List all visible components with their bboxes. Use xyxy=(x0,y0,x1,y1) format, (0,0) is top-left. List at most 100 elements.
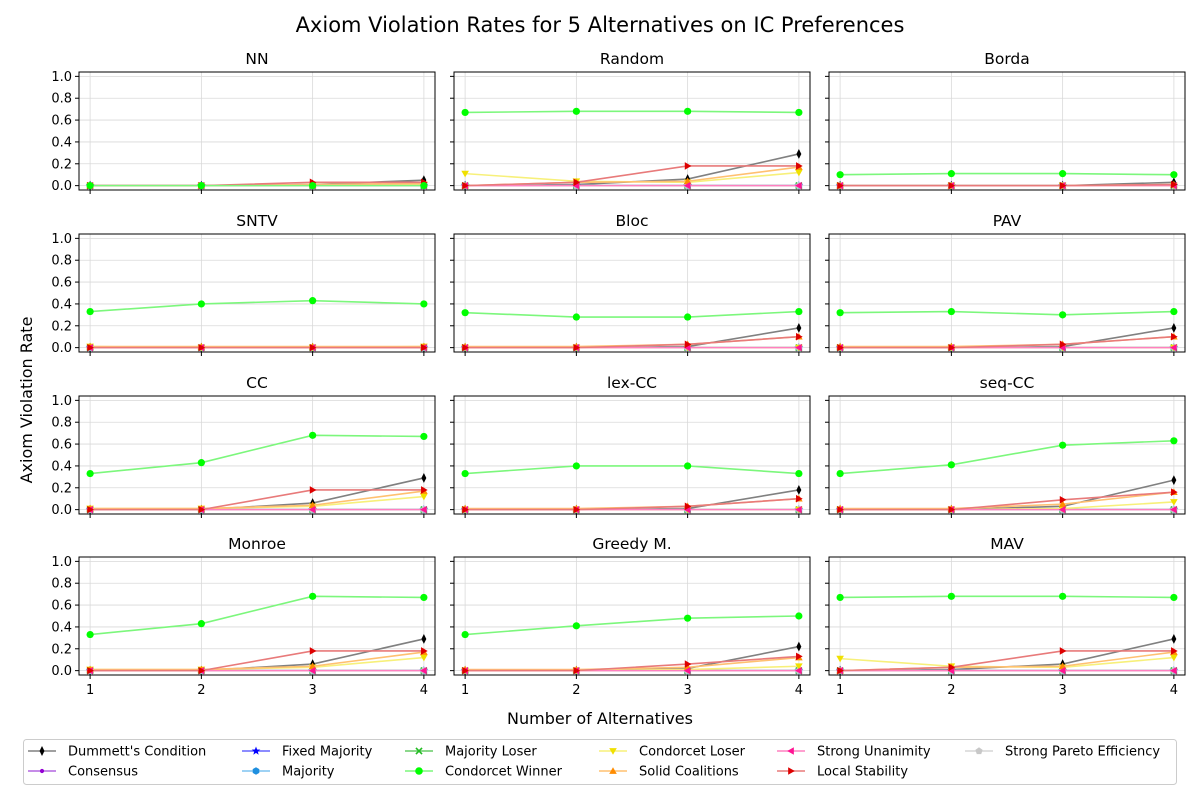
series-condwinner xyxy=(461,307,803,321)
axes-frame xyxy=(453,395,811,515)
data-point-localstab xyxy=(948,663,956,672)
data-point-condwinner xyxy=(572,622,580,630)
series-localstab xyxy=(462,494,803,514)
data-point-localstab xyxy=(421,343,428,352)
data-point-condwinner xyxy=(197,620,205,628)
series-line-localstab xyxy=(840,183,1174,187)
data-point-strongunan xyxy=(1170,343,1177,352)
subplot-nn: 0.0 0.2 0.4 0.6 0.8 1.0 NN xyxy=(51,50,436,194)
data-point-localstab xyxy=(87,666,94,675)
data-point-localstab xyxy=(1171,332,1178,341)
data-point-localstab xyxy=(462,666,469,675)
legend-label: Dummett's Condition xyxy=(68,745,206,760)
data-point-condwinner xyxy=(86,469,94,478)
y-tick-label: 0.2 xyxy=(51,319,72,334)
series-condwinner xyxy=(86,431,428,478)
data-point-dummett xyxy=(796,485,802,495)
series-condwinner xyxy=(461,462,803,478)
data-point-condwinner xyxy=(1059,592,1067,600)
data-point-localstab xyxy=(573,178,581,187)
x-tick-label: 1 xyxy=(86,683,94,698)
data-point-condloser xyxy=(1170,499,1178,506)
series-line-localstab xyxy=(90,650,424,672)
subplot-title: Random xyxy=(600,50,664,68)
x-tick-label: 4 xyxy=(1170,683,1178,698)
series-localstab xyxy=(837,647,1178,675)
series-localstab xyxy=(87,343,428,352)
data-point-condwinner xyxy=(836,469,844,478)
data-point-condloser xyxy=(420,654,428,662)
subplot-greedy-m-: 1 2 3 4 Greedy M. xyxy=(450,535,811,698)
data-point-condwinner xyxy=(572,107,580,115)
data-point-condwinner xyxy=(420,593,428,602)
y-tick-label: 0.4 xyxy=(51,297,72,312)
legend-entry-localstab: Local Stability xyxy=(777,765,908,780)
legend-label: Strong Unanimity xyxy=(817,745,931,760)
legend-marker-condwinner xyxy=(415,767,423,775)
axes-frame xyxy=(828,395,1186,515)
legend-label: Solid Coalitions xyxy=(639,765,739,780)
subplot-seq-cc: seq-CC xyxy=(825,374,1186,518)
x-tick-label: 3 xyxy=(683,683,691,698)
data-point-condwinner xyxy=(197,182,205,190)
series-line-localstab xyxy=(465,655,799,672)
data-point-localstab xyxy=(573,666,581,675)
subplot-random: Random xyxy=(450,50,811,194)
y-tick-label: 0.8 xyxy=(51,92,72,107)
data-point-localstab xyxy=(198,343,206,352)
data-point-condwinner xyxy=(795,307,803,316)
series-line-condwinner xyxy=(840,310,1174,316)
data-point-localstab xyxy=(309,343,317,352)
legend-entry-condloser: Condorcet Loser xyxy=(599,745,746,760)
y-tick-label: 0.8 xyxy=(51,254,72,269)
y-tick-label: 0.4 xyxy=(51,620,72,635)
axes-frame xyxy=(78,233,436,353)
data-point-localstab xyxy=(1171,647,1178,655)
series-condwinner xyxy=(86,297,428,316)
data-point-localstab xyxy=(1059,340,1067,349)
data-point-localstab xyxy=(796,162,803,170)
legend-entry-fixed: Fixed Majority xyxy=(242,745,373,760)
subplot-sntv: 0.0 0.2 0.4 0.6 0.8 1.0 SNTV xyxy=(51,212,436,356)
series-localstab xyxy=(87,486,428,514)
data-point-localstab xyxy=(87,505,94,514)
data-point-localstab xyxy=(684,502,692,511)
subplot-title: Bloc xyxy=(616,212,649,230)
subplot-title: MAV xyxy=(990,535,1024,553)
data-point-condwinner xyxy=(461,630,469,639)
data-point-condloser xyxy=(1170,654,1178,662)
data-point-dummett xyxy=(796,641,802,652)
data-point-strongunan xyxy=(1058,666,1066,675)
data-point-condwinner xyxy=(309,297,317,305)
y-tick-label: 0.0 xyxy=(51,664,72,679)
axes-frame xyxy=(453,556,811,676)
subplot-title: Monroe xyxy=(228,535,286,553)
data-point-localstab xyxy=(573,343,581,352)
axes-frame xyxy=(78,71,436,191)
data-point-condwinner xyxy=(947,170,955,178)
figure-title: Axiom Violation Rates for 5 Alternatives… xyxy=(296,13,905,37)
legend-label: Majority xyxy=(282,765,335,780)
data-point-condwinner xyxy=(1170,307,1178,316)
data-point-localstab xyxy=(684,660,692,668)
data-point-localstab xyxy=(87,343,94,352)
data-point-localstab xyxy=(309,647,317,655)
y-tick-label: 0.6 xyxy=(51,599,72,614)
data-point-localstab xyxy=(837,343,844,352)
legend-label: Condorcet Loser xyxy=(639,745,746,760)
data-point-condloser xyxy=(795,169,803,177)
axes-frame xyxy=(828,556,1186,676)
y-tick-label: 1.0 xyxy=(51,394,72,409)
data-point-localstab xyxy=(796,494,803,503)
x-tick-label: 2 xyxy=(947,683,955,698)
data-point-localstab xyxy=(796,332,803,341)
data-point-condwinner xyxy=(795,612,803,620)
data-point-localstab xyxy=(948,343,956,352)
data-point-condloser xyxy=(795,663,803,671)
data-point-condwinner xyxy=(420,432,428,441)
data-point-strongunan xyxy=(683,181,691,190)
series-localstab xyxy=(837,180,1178,190)
legend-label: Majority Loser xyxy=(445,745,537,760)
x-tick-label: 2 xyxy=(572,683,580,698)
series-localstab xyxy=(462,162,803,190)
